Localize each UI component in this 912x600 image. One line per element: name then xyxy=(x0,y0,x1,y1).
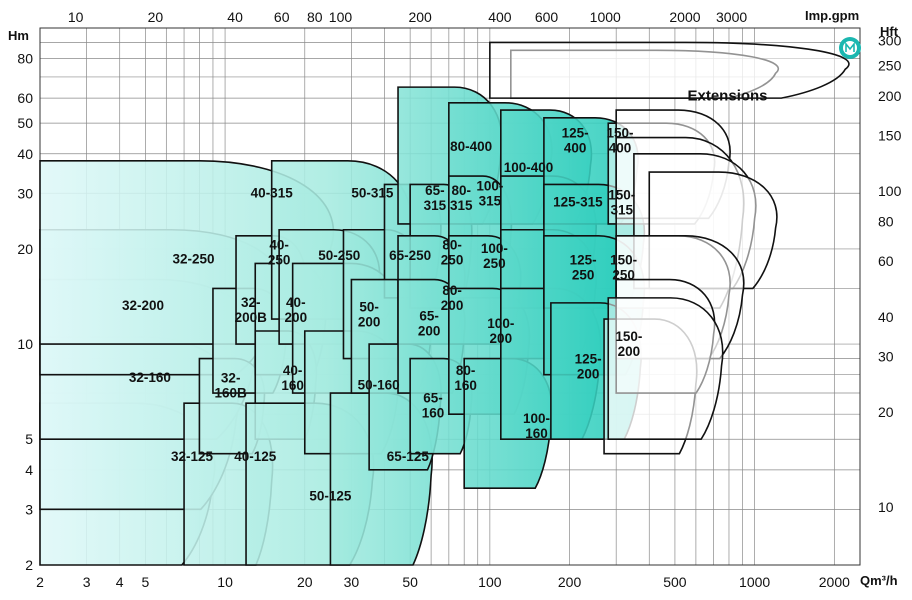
y-tick-label: 50 xyxy=(17,115,33,131)
x2-tick-label: 400 xyxy=(488,9,512,25)
y-tick-label: 3 xyxy=(25,501,33,517)
y-tick-label: 80 xyxy=(17,51,33,67)
region-label-150-250: 150-250 xyxy=(610,252,637,282)
region-label-150-315: 150-315 xyxy=(608,188,635,218)
x2-tick-label: 600 xyxy=(535,9,559,25)
y-tick-label: 30 xyxy=(17,185,33,201)
y2-tick-label: 40 xyxy=(878,309,894,325)
y-tick-label: 60 xyxy=(17,90,33,106)
region-label-65-250: 65-250 xyxy=(389,248,431,263)
region-label-50-315: 50-315 xyxy=(351,185,394,200)
y2-tick-label: 80 xyxy=(878,214,894,230)
y2-tick-label: 30 xyxy=(878,348,894,364)
x2-tick-label: 2000 xyxy=(669,9,700,25)
x-axis-title: Qm³/h xyxy=(860,573,898,588)
x2-tick-label: 1000 xyxy=(590,9,621,25)
region-label-125-400: 125-400 xyxy=(562,126,589,156)
region-label-50-250: 50-250 xyxy=(318,248,360,263)
x2-tick-label: 3000 xyxy=(716,9,747,25)
region-label-40-250: 40-250 xyxy=(268,237,291,267)
extension-outlines xyxy=(489,41,850,455)
region-label-80-200: 80-200 xyxy=(441,283,464,313)
region-label-65-200: 65-200 xyxy=(418,309,441,339)
x-tick-label: 2 xyxy=(36,574,44,590)
y2-tick-label: 300 xyxy=(878,32,902,48)
x2-axis-title: Imp.gpm xyxy=(805,8,859,23)
x2-tick-label: 20 xyxy=(148,9,164,25)
region-label-100-250: 100-250 xyxy=(481,241,508,271)
region-label-80-160: 80-160 xyxy=(454,363,477,393)
extension-outline xyxy=(607,297,724,441)
region-label-32-200b: 32-200B xyxy=(235,295,268,325)
x-tick-label: 30 xyxy=(344,574,360,590)
y-axis-title: Hm xyxy=(8,28,29,43)
region-label-32-200: 32-200 xyxy=(122,298,164,313)
x-tick-label: 2000 xyxy=(819,574,850,590)
region-label-80-315: 80-315 xyxy=(450,183,473,213)
y-tick-label: 20 xyxy=(17,241,33,257)
extensions-label: Extensions xyxy=(688,87,768,104)
region-label-40-160: 40-160 xyxy=(281,363,304,393)
region-label-80-400: 80-400 xyxy=(450,139,492,154)
y2-tick-label: 100 xyxy=(878,183,902,199)
region-label-100-160: 100-160 xyxy=(523,411,550,441)
y-tick-label: 40 xyxy=(17,146,33,162)
y2-tick-label: 150 xyxy=(878,127,902,143)
y2-tick-label: 60 xyxy=(878,253,894,269)
region-label-150-200: 150-200 xyxy=(615,329,642,359)
region-label-65-160: 65-160 xyxy=(422,390,445,420)
x-tick-label: 20 xyxy=(297,574,313,590)
region-label-125-250: 125-250 xyxy=(570,252,597,282)
region-label-32-125: 32-125 xyxy=(171,449,214,464)
region-label-150-400: 150-400 xyxy=(606,126,633,156)
region-label-50-200: 50-200 xyxy=(358,300,381,330)
region-label-40-315: 40-315 xyxy=(251,185,294,200)
axes: Hm Qm³/h Imp.gpm Hft 2 3 4 5 10 20 30 50 100 200 5… xyxy=(8,8,902,590)
x-tick-label: 200 xyxy=(558,574,582,590)
region-label-65-315: 65-315 xyxy=(424,183,447,213)
x2-tick-label: 200 xyxy=(408,9,432,25)
region-label-100-200: 100-200 xyxy=(487,316,514,346)
region-label-125-200: 125-200 xyxy=(575,351,602,381)
x-tick-label: 100 xyxy=(478,574,502,590)
region-label-40-200: 40-200 xyxy=(285,295,308,325)
y2-tick-label: 10 xyxy=(878,499,894,515)
y-tick-label: 5 xyxy=(25,431,33,447)
x2-tick-label: 10 xyxy=(68,9,84,25)
region-label-50-160: 50-160 xyxy=(358,377,400,392)
x-tick-label: 50 xyxy=(402,574,418,590)
x-tick-label: 500 xyxy=(663,574,687,590)
region-label-100-400: 100-400 xyxy=(504,160,554,175)
region-label-40-125: 40-125 xyxy=(234,449,277,464)
region-label-50-125: 50-125 xyxy=(309,488,352,503)
manufacturer-logo-icon xyxy=(839,37,861,59)
x2-tick-label: 40 xyxy=(227,9,243,25)
x-tick-label: 5 xyxy=(141,574,149,590)
region-label-32-250: 32-250 xyxy=(172,252,214,267)
y-tick-label: 10 xyxy=(17,336,33,352)
y2-tick-label: 250 xyxy=(878,57,902,73)
y-tick-label: 2 xyxy=(25,557,33,573)
x2-tick-label: 60 xyxy=(274,9,290,25)
region-label-32-160b: 32-160B xyxy=(215,370,248,400)
x-tick-label: 1000 xyxy=(739,574,770,590)
extension-outline xyxy=(489,41,850,99)
region-label-125-315: 125-315 xyxy=(553,195,603,210)
region-label-32-160: 32-160 xyxy=(129,370,171,385)
y2-tick-label: 20 xyxy=(878,404,894,420)
region-label-100-315: 100-315 xyxy=(476,178,503,208)
x-tick-label: 3 xyxy=(83,574,91,590)
region-label-80-250: 80-250 xyxy=(441,237,464,267)
y2-tick-label: 200 xyxy=(878,88,902,104)
x2-tick-label: 100 xyxy=(329,9,353,25)
y-tick-label: 4 xyxy=(25,462,33,478)
x-tick-label: 4 xyxy=(116,574,124,590)
region-label-65-125: 65-125 xyxy=(387,449,430,464)
x-tick-label: 10 xyxy=(217,574,233,590)
y2-axis-title: Hft xyxy=(880,24,899,39)
x2-tick-label: 80 xyxy=(307,9,323,25)
region-labels: Extensions 32-125 32-160 32-200 32-250 40-315… xyxy=(122,87,768,503)
